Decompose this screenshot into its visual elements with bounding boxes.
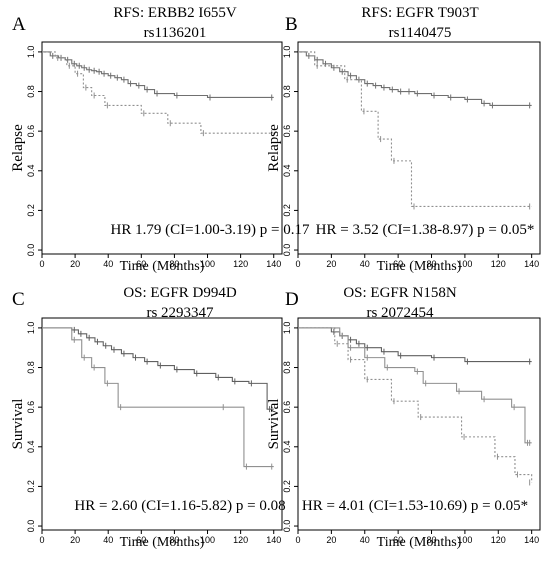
plot-frame — [297, 41, 541, 255]
y-tick-label: 1.0 — [26, 322, 36, 335]
x-tick-label: 120 — [233, 259, 248, 269]
x-tick-label: 120 — [491, 535, 506, 545]
panel-subtitle: rs 2072454 — [366, 305, 434, 321]
survival-curve-1 — [42, 327, 274, 410]
y-tick-label: 1.0 — [282, 46, 292, 59]
y-tick-label: 0.0 — [282, 244, 292, 257]
x-tick-label: 60 — [136, 259, 146, 269]
x-tick-label: 100 — [200, 535, 215, 545]
survival-curve-1 — [298, 51, 532, 106]
panel-title: RFS: EGFR T903T — [361, 5, 478, 21]
y-tick-label: 0.2 — [26, 204, 36, 217]
x-tick-label: 140 — [524, 259, 539, 269]
y-tick-label: 0.4 — [26, 165, 36, 178]
y-axis-label: Relapse — [10, 124, 26, 172]
panel-subtitle: rs1140475 — [389, 25, 452, 41]
panel-d: D OS: EGFR N158N rs 2072454 0 20 40 60 80 100 120… — [266, 285, 541, 550]
y-tick-label: 0.6 — [26, 401, 36, 414]
x-tick-label: 0 — [39, 259, 44, 269]
plot-frame — [41, 41, 283, 255]
panel-title: OS: EGFR N158N — [343, 285, 457, 301]
x-tick-label: 60 — [393, 535, 403, 545]
panel-subtitle: rs 2293347 — [146, 305, 214, 321]
hazard-ratio-annotation: HR = 4.01 (CI=1.53-10.69) p = 0.05* — [302, 498, 528, 514]
x-tick-label: 120 — [233, 535, 248, 545]
x-tick-label: 0 — [39, 535, 44, 545]
y-tick-label: 0.8 — [26, 361, 36, 374]
plot-frame — [297, 317, 541, 531]
x-tick-label: 80 — [169, 259, 179, 269]
x-axis-label: Time (Months) — [120, 535, 205, 550]
x-axis-label: Time (Months) — [120, 259, 205, 274]
x-tick-label: 40 — [360, 259, 370, 269]
hazard-ratio-annotation: HR 1.79 (CI=1.00-3.19) p = 0.17 — [111, 222, 310, 238]
x-tick-label: 40 — [103, 535, 113, 545]
x-tick-label: 20 — [70, 535, 80, 545]
x-tick-label: 140 — [524, 535, 539, 545]
x-tick-label: 60 — [393, 259, 403, 269]
y-tick-label: 0.6 — [282, 401, 292, 414]
y-tick-label: 0.6 — [282, 125, 292, 138]
y-tick-label: 1.0 — [26, 46, 36, 59]
y-tick-label: 0.0 — [282, 520, 292, 533]
y-tick-label: 0.2 — [26, 480, 36, 493]
x-tick-label: 40 — [360, 535, 370, 545]
y-tick-label: 0.4 — [26, 441, 36, 454]
panel-c: C OS: EGFR D994D rs 2293347 0 20 40 60 80 100 120… — [10, 285, 286, 550]
y-axis-label: Survival — [266, 399, 282, 450]
x-tick-label: 120 — [491, 259, 506, 269]
survival-curve-3 — [298, 327, 533, 483]
y-tick-label: 0.8 — [282, 85, 292, 98]
panel-a: A RFS: ERBB2 I655V rs1136201 0 20 40 60 80 100 12… — [10, 5, 310, 274]
x-tick-label: 100 — [200, 259, 215, 269]
x-tick-label: 0 — [295, 535, 300, 545]
panel-subtitle: rs1136201 — [144, 25, 207, 41]
y-tick-label: 0.4 — [282, 165, 292, 178]
x-tick-label: 20 — [70, 259, 80, 269]
y-tick-label: 0.8 — [26, 85, 36, 98]
panel-b: B RFS: EGFR T903T rs1140475 0 20 40 60 80 100 120… — [266, 5, 541, 274]
survival-curve-2 — [42, 51, 274, 134]
x-tick-label: 20 — [326, 535, 336, 545]
survival-curve-2 — [298, 51, 532, 207]
panel-letter: C — [12, 289, 25, 310]
x-tick-label: 80 — [169, 535, 179, 545]
y-tick-label: 1.0 — [282, 322, 292, 335]
survival-curve-1 — [298, 327, 532, 363]
y-tick-label: 0.2 — [282, 204, 292, 217]
x-tick-label: 40 — [103, 259, 113, 269]
x-axis-label: Time (Months) — [377, 535, 462, 550]
hazard-ratio-annotation: HR = 3.52 (CI=1.38-8.97) p = 0.05* — [316, 222, 535, 238]
panel-title: OS: EGFR D994D — [123, 285, 237, 301]
plot-frame — [41, 317, 283, 531]
x-tick-label: 100 — [457, 535, 472, 545]
survival-curve-1 — [42, 51, 274, 99]
y-tick-label: 0.4 — [282, 441, 292, 454]
x-tick-label: 100 — [457, 259, 472, 269]
y-tick-label: 0.6 — [26, 125, 36, 138]
y-tick-label: 0.8 — [282, 361, 292, 374]
panel-letter: D — [285, 289, 299, 310]
y-tick-label: 0.2 — [282, 480, 292, 493]
y-tick-label: 0.0 — [26, 520, 36, 533]
x-tick-label: 140 — [266, 259, 281, 269]
panel-title: RFS: ERBB2 I655V — [113, 5, 237, 21]
hazard-ratio-annotation: HR = 2.60 (CI=1.16-5.82) p = 0.08 — [74, 498, 285, 514]
y-axis-label: Survival — [10, 399, 26, 450]
x-tick-label: 20 — [326, 259, 336, 269]
x-tick-label: 60 — [136, 535, 146, 545]
x-tick-label: 140 — [266, 535, 281, 545]
y-tick-label: 0.0 — [26, 244, 36, 257]
survival-curve-2 — [42, 327, 274, 468]
x-axis-label: Time (Months) — [377, 259, 462, 274]
x-tick-label: 80 — [427, 535, 437, 545]
y-axis-label: Relapse — [266, 124, 282, 172]
x-tick-label: 80 — [427, 259, 437, 269]
survival-curve-2 — [298, 327, 532, 444]
panel-letter: A — [12, 14, 26, 35]
x-tick-label: 0 — [295, 259, 300, 269]
panel-letter: B — [285, 14, 298, 35]
